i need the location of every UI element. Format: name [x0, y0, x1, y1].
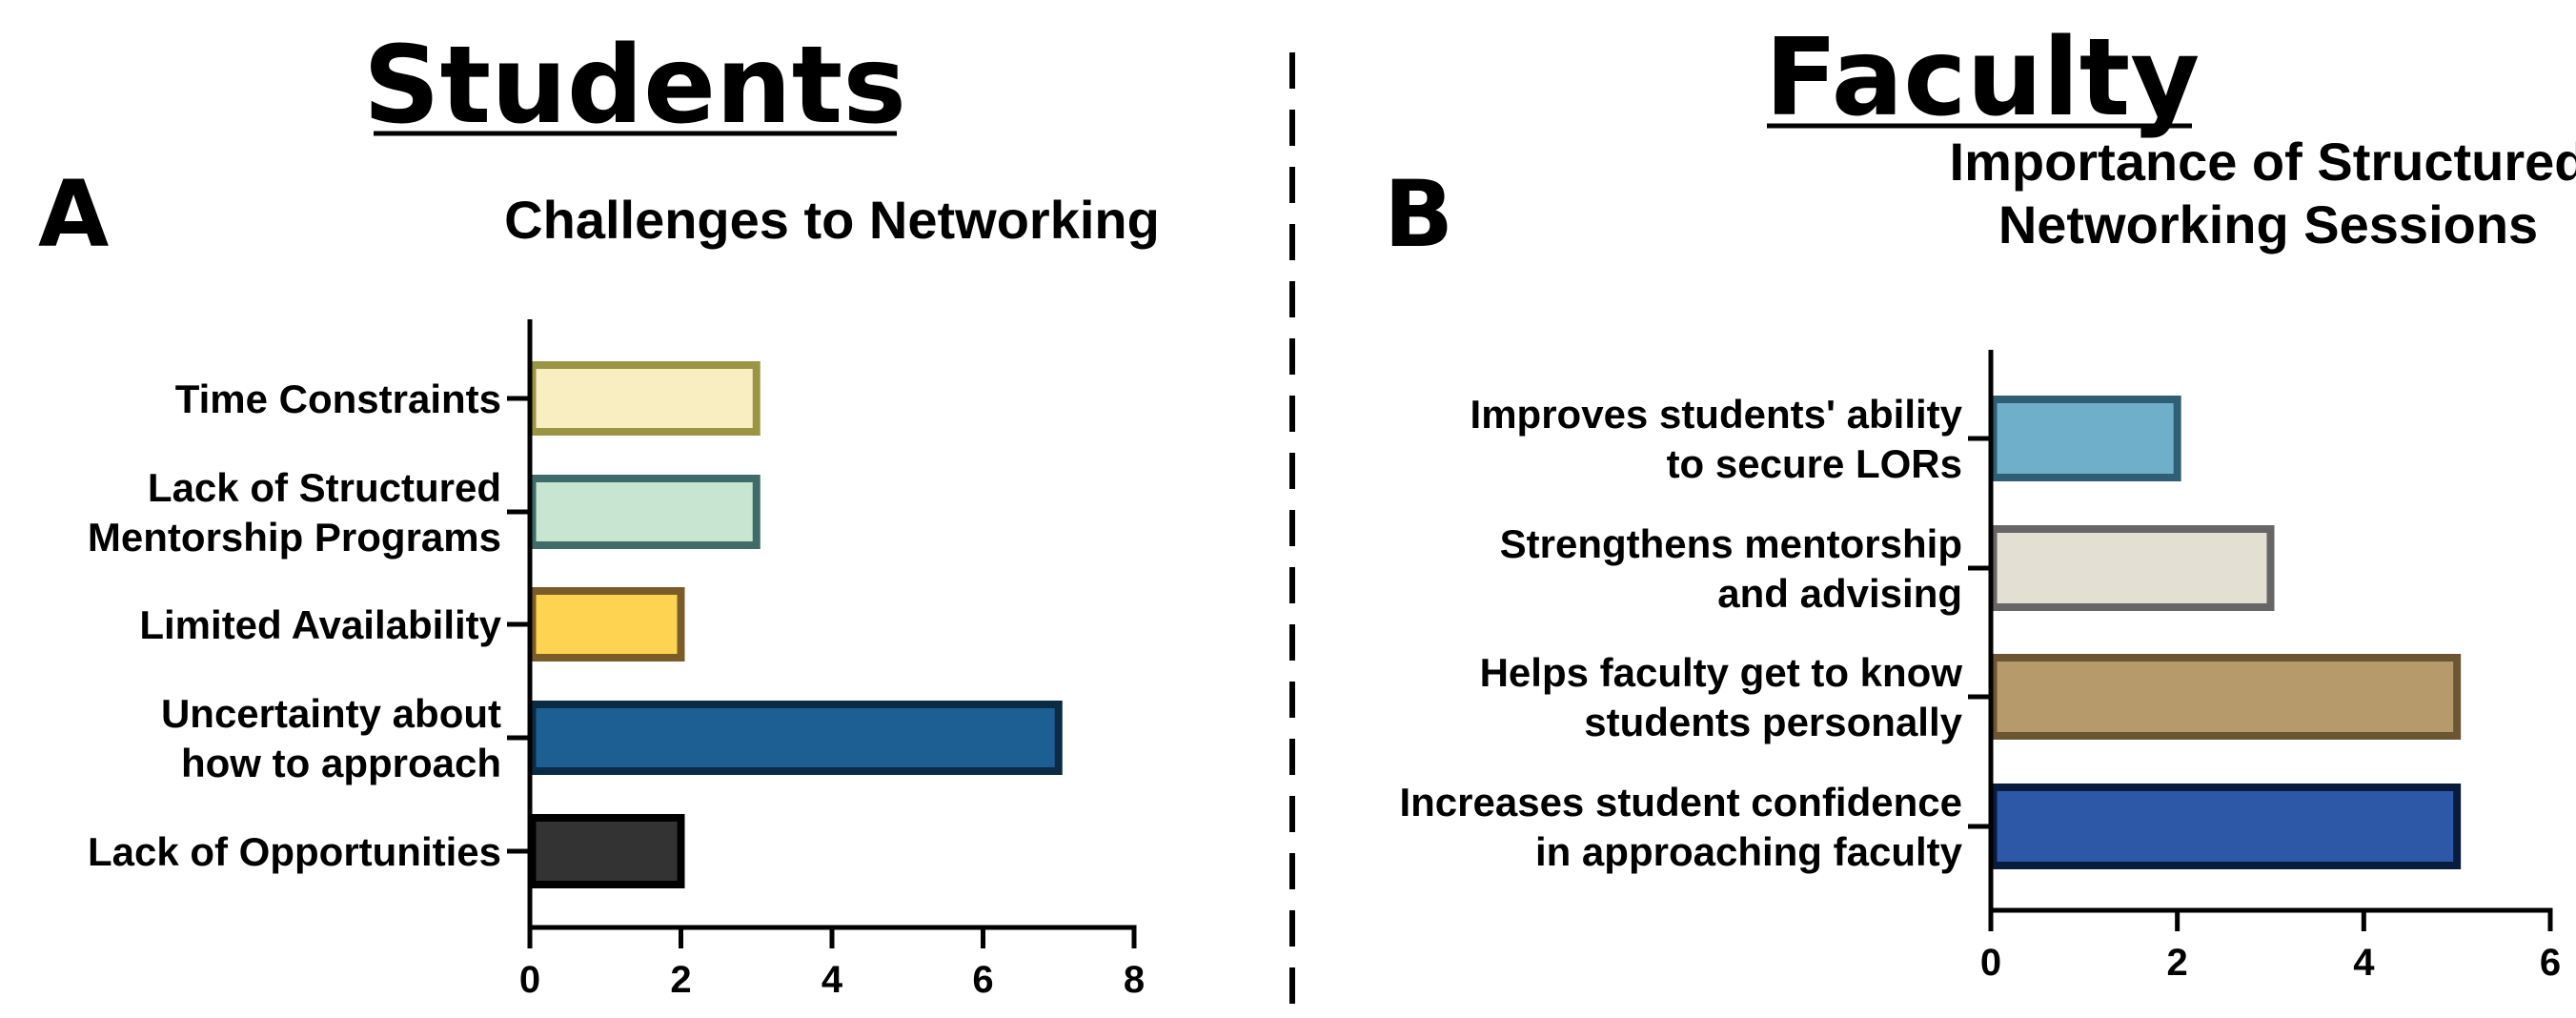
chart-b-x-tick-label-0: 0	[1980, 942, 2001, 984]
category-label-limited-availability: Limited Availability	[139, 602, 501, 647]
students-heading: Students	[363, 24, 906, 148]
chart-a-x-tick-label-0: 0	[519, 959, 540, 1001]
category-label-helps-faculty-get-to-know-students-personally: Helps faculty get to know students person…	[1480, 650, 1963, 744]
category-label-improves-students-ability-to-secure-lors: Improves students' ability to secure LORs	[1471, 392, 1963, 486]
chart-challenges-to-networking: Challenges to Networking Time Constraint…	[88, 190, 1160, 1001]
faculty-heading: Faculty	[1765, 16, 2201, 140]
bar-limited-availability	[528, 587, 685, 662]
chart-a-x-tick-label-4: 4	[821, 959, 843, 1001]
bar-improves-students-ability-to-secure-lors	[1989, 396, 2181, 481]
bar-lack-of-opportunities	[528, 814, 685, 888]
bar-time-constraints	[528, 361, 761, 436]
bar-helps-faculty-get-to-know-students-personally	[1989, 654, 2462, 740]
category-label-time-constraints: Time Constraints	[175, 377, 501, 421]
category-label-uncertainty-about-how-to-approach: Uncertainty about how to approach	[161, 691, 501, 785]
panel-letter-a: A	[38, 161, 109, 268]
category-label-lack-of-structured-mentorship-programs: Lack of Structured Mentorship Programs	[88, 465, 501, 560]
chart-a-title: Challenges to Networking	[504, 190, 1160, 250]
chart-a-x-tick-label-8: 8	[1124, 959, 1145, 1001]
chart-a-x-tick-label-6: 6	[972, 959, 993, 1001]
chart-b-x-tick-label-4: 4	[2353, 942, 2375, 984]
bar-increases-student-confidence-in-approaching-faculty	[1989, 784, 2462, 869]
chart-importance-of-structured-sessions: Importance of Structured Networking Sessi…	[1399, 132, 2576, 984]
bar-strengthens-mentorship-and-advising	[1989, 525, 2275, 611]
bar-lack-of-structured-mentorship-programs	[528, 475, 761, 549]
category-label-increases-student-confidence-in-approaching-faculty: Increases student confidence in approachi…	[1399, 780, 1962, 874]
chart-a-x-tick-label-2: 2	[670, 959, 691, 1001]
chart-b-title: Importance of Structured Networking Sessi…	[1950, 132, 2576, 254]
category-label-lack-of-opportunities: Lack of Opportunities	[88, 829, 501, 874]
chart-b-x-tick-label-6: 6	[2540, 942, 2561, 984]
category-label-strengthens-mentorship-and-advising: Strengthens mentorship and advising	[1500, 521, 1962, 616]
bar-uncertainty-about-how-to-approach	[528, 701, 1063, 775]
panel-letter-b: B	[1384, 161, 1453, 268]
chart-b-x-tick-label-2: 2	[2167, 942, 2188, 984]
